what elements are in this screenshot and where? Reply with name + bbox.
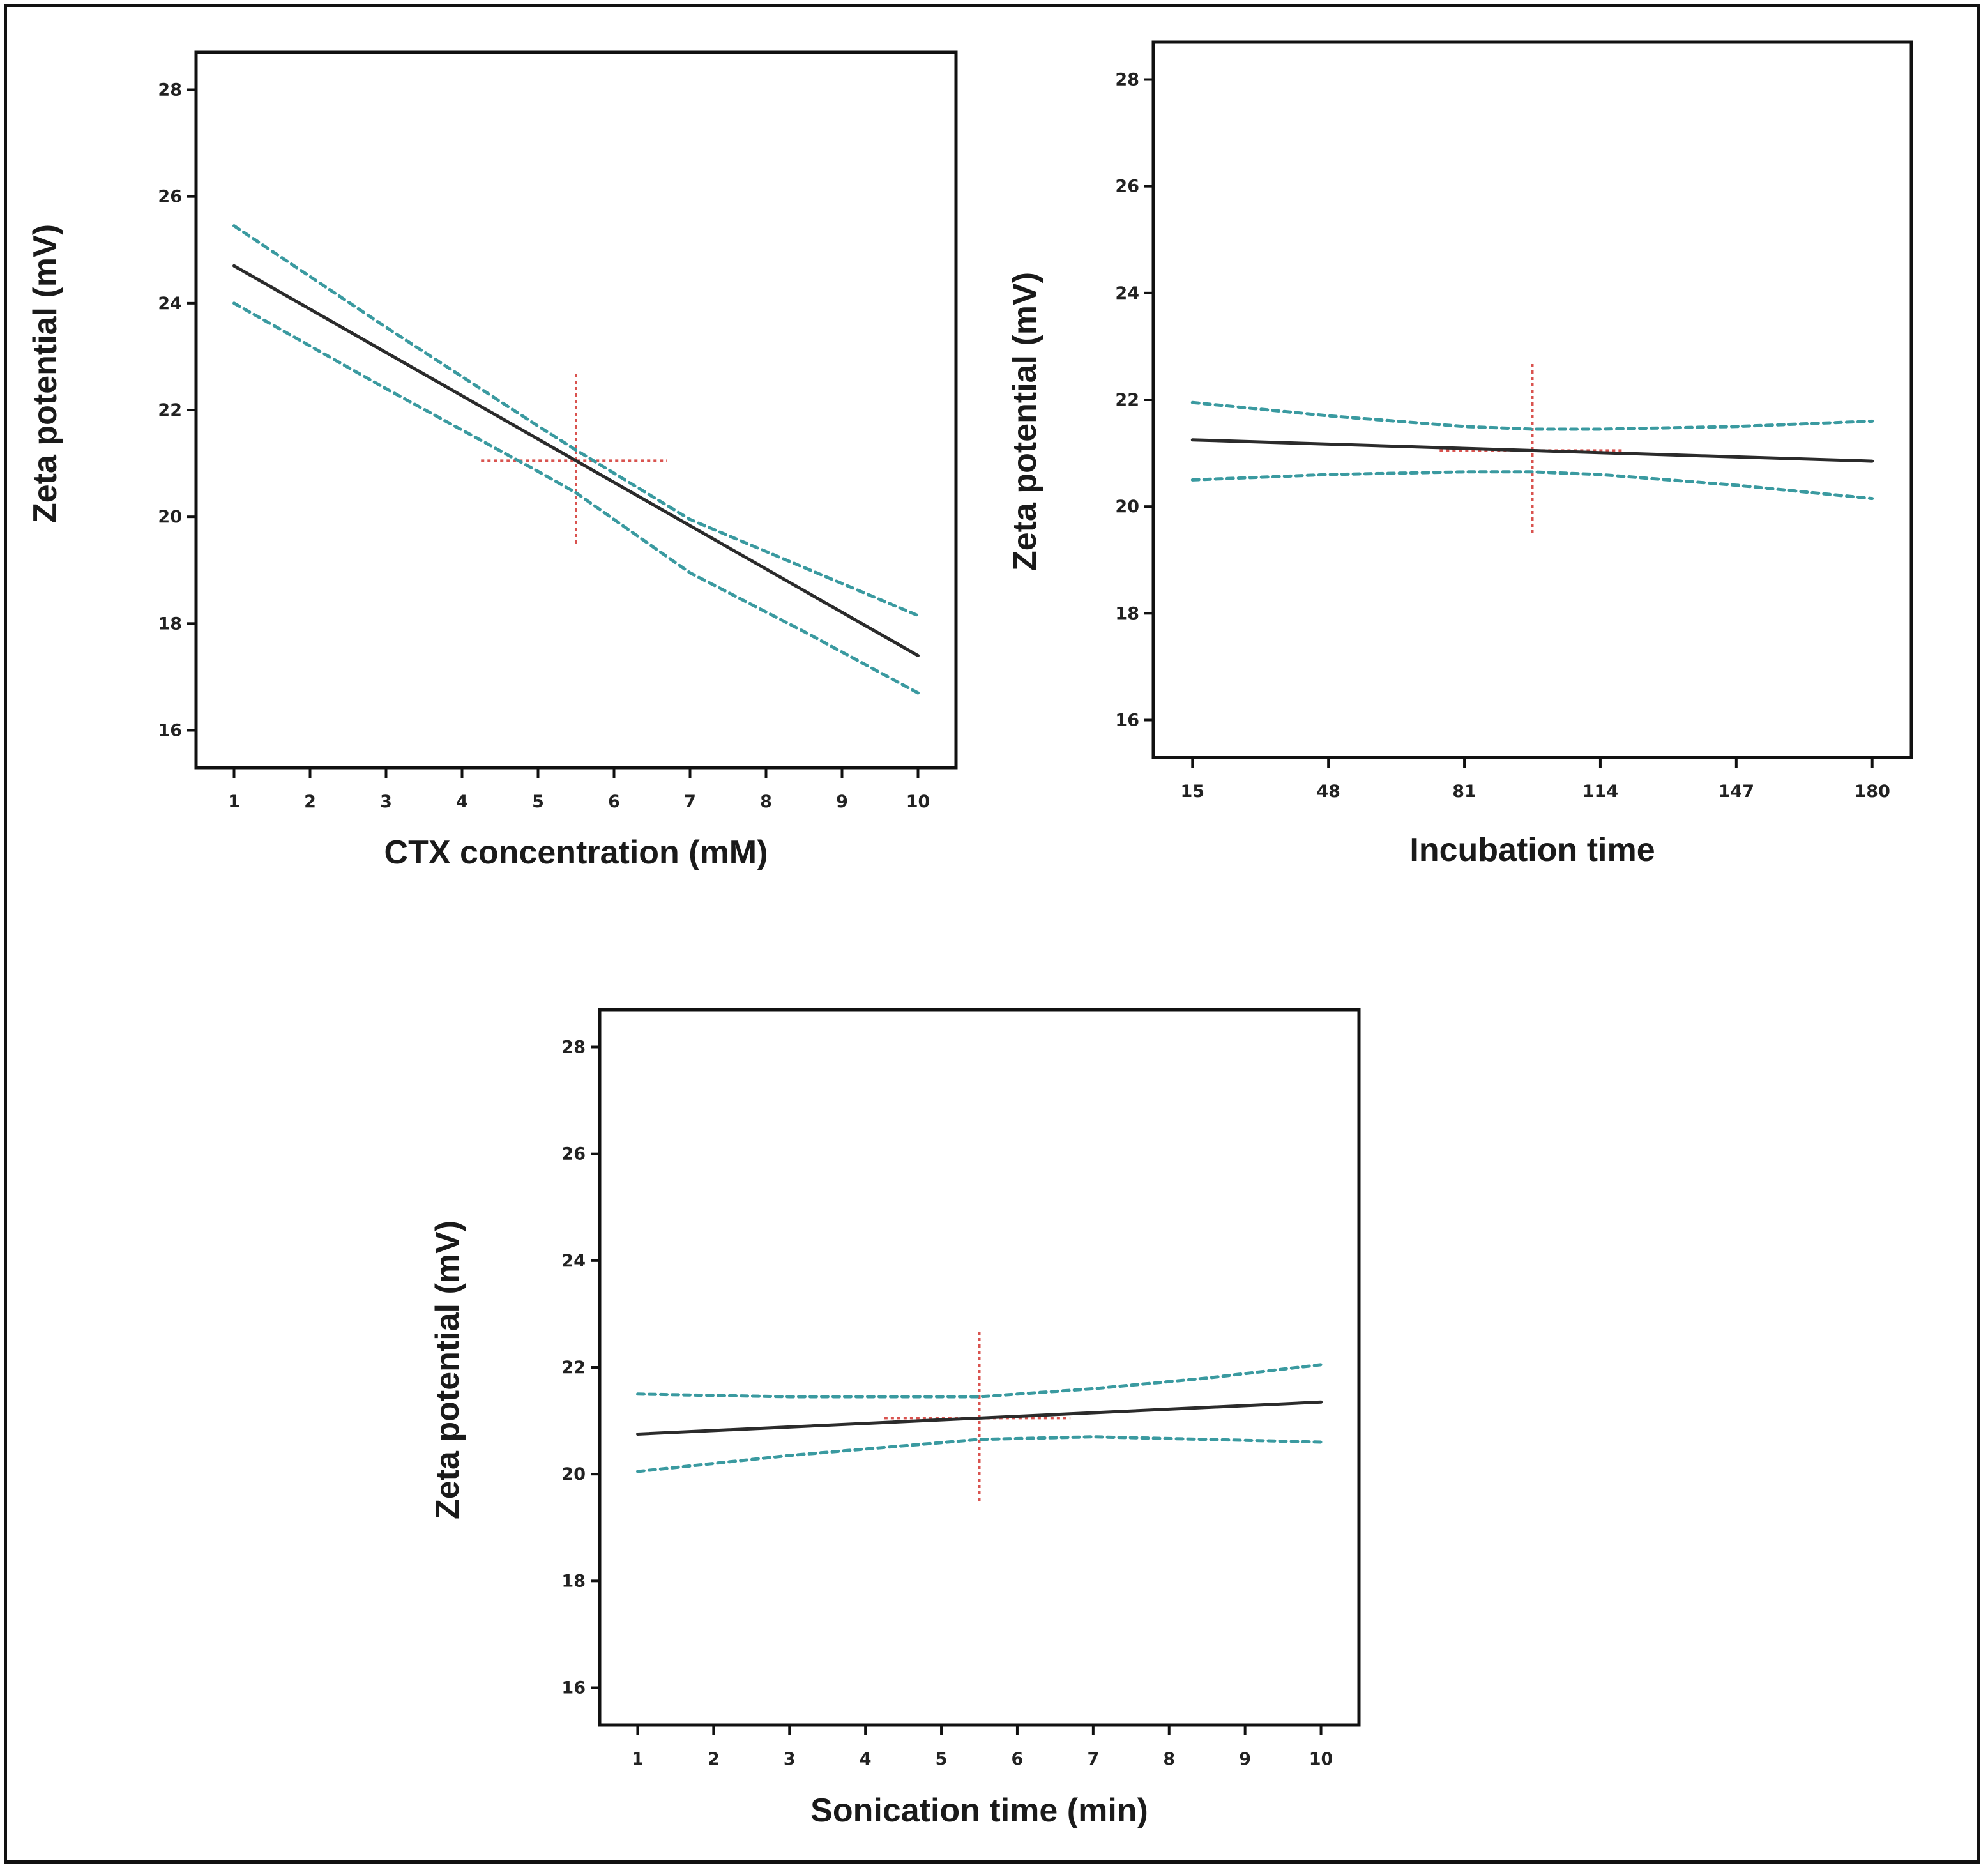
predicted-line — [1190, 438, 1874, 463]
plot-frame — [1151, 40, 1913, 759]
y-tick-label: 18 — [1115, 604, 1139, 623]
x-tick-label: 10 — [1309, 1749, 1333, 1769]
y-tick-label: 16 — [158, 720, 182, 740]
x-tick-label: 3 — [784, 1749, 796, 1769]
x-tick-label: 6 — [1012, 1749, 1024, 1769]
x-tick-label: 81 — [1452, 782, 1476, 802]
y-tick-label: 26 — [158, 187, 182, 207]
y-axis-label: Zeta potential (mV) — [1006, 272, 1043, 571]
y-tick-label: 24 — [561, 1251, 586, 1271]
x-tick-label: 6 — [608, 792, 620, 812]
y-tick-label: 22 — [1115, 390, 1139, 410]
x-tick-label: 5 — [532, 792, 544, 812]
x-tick-label: 9 — [1239, 1749, 1251, 1769]
upper-ci-line — [636, 1363, 1323, 1399]
figure-border — [4, 4, 1980, 1864]
x-tick-label: 5 — [936, 1749, 948, 1769]
y-tick-label: 28 — [1115, 70, 1139, 90]
y-tick-label: 22 — [158, 400, 182, 420]
y-tick-label: 28 — [158, 80, 182, 100]
x-tick-label: 10 — [906, 792, 930, 812]
y-tick-label: 18 — [158, 614, 182, 634]
y-tick-label: 22 — [561, 1358, 586, 1378]
x-tick-label: 9 — [836, 792, 848, 812]
x-tick-label: 1 — [632, 1749, 644, 1769]
x-tick-label: 2 — [708, 1749, 720, 1769]
y-tick-label: 28 — [561, 1038, 586, 1058]
x-tick-label: 1 — [228, 792, 240, 812]
y-tick-label: 26 — [561, 1144, 586, 1164]
y-tick-label: 24 — [1115, 284, 1139, 303]
upper-ci-line — [232, 224, 920, 618]
y-tick-label: 16 — [561, 1678, 586, 1698]
x-tick-label: 48 — [1316, 782, 1340, 802]
panel-ctx-concentration: 16 18 20 22 24 26 28 1 2 3 4 5 6 7 8 9 10 CTX concentrati… — [27, 50, 958, 871]
y-axis-label: Zeta potential (mV) — [27, 224, 64, 523]
x-tick-label: 7 — [1087, 1749, 1099, 1769]
x-tick-label: 147 — [1719, 782, 1754, 802]
x-axis-label: CTX concentration (mM) — [384, 834, 768, 871]
x-tick-label: 4 — [456, 792, 468, 812]
plot-frame — [598, 1008, 1361, 1727]
x-tick-label: 15 — [1180, 782, 1204, 802]
x-tick-label: 2 — [304, 792, 316, 812]
x-tick-label: 114 — [1582, 782, 1618, 802]
lower-ci-line — [1190, 470, 1874, 501]
x-tick-label: 7 — [684, 792, 696, 812]
y-tick-label: 16 — [1115, 710, 1139, 730]
x-tick-label: 3 — [380, 792, 392, 812]
y-axis-label: Zeta potential (mV) — [429, 1220, 466, 1519]
y-tick-label: 20 — [158, 507, 182, 527]
y-tick-label: 26 — [1115, 177, 1139, 197]
panel-incubation-time: 16 18 20 22 24 26 28 15 48 81 114 147 180 Incubation … — [1006, 40, 1913, 869]
x-tick-label: 8 — [1163, 1749, 1175, 1769]
y-tick-label: 20 — [1115, 497, 1139, 517]
panel-sonication-time: 16 18 20 22 24 26 28 1 2 3 4 5 6 7 8 9 10 Sonication time… — [429, 1008, 1361, 1829]
x-tick-label: 8 — [760, 792, 772, 812]
upper-ci-line — [1190, 400, 1874, 431]
predicted-line — [232, 264, 920, 657]
x-tick-label: 4 — [860, 1749, 872, 1769]
plot-frame — [194, 50, 958, 770]
x-tick-label: 180 — [1855, 782, 1890, 802]
y-tick-label: 24 — [158, 294, 182, 314]
y-tick-label: 20 — [561, 1464, 586, 1484]
y-tick-label: 18 — [561, 1571, 586, 1591]
predicted-line — [636, 1400, 1323, 1436]
x-axis-label: Incubation time — [1409, 832, 1655, 869]
lower-ci-line — [636, 1435, 1323, 1473]
x-axis-label: Sonication time (min) — [810, 1792, 1148, 1829]
lower-ci-line — [232, 301, 920, 695]
